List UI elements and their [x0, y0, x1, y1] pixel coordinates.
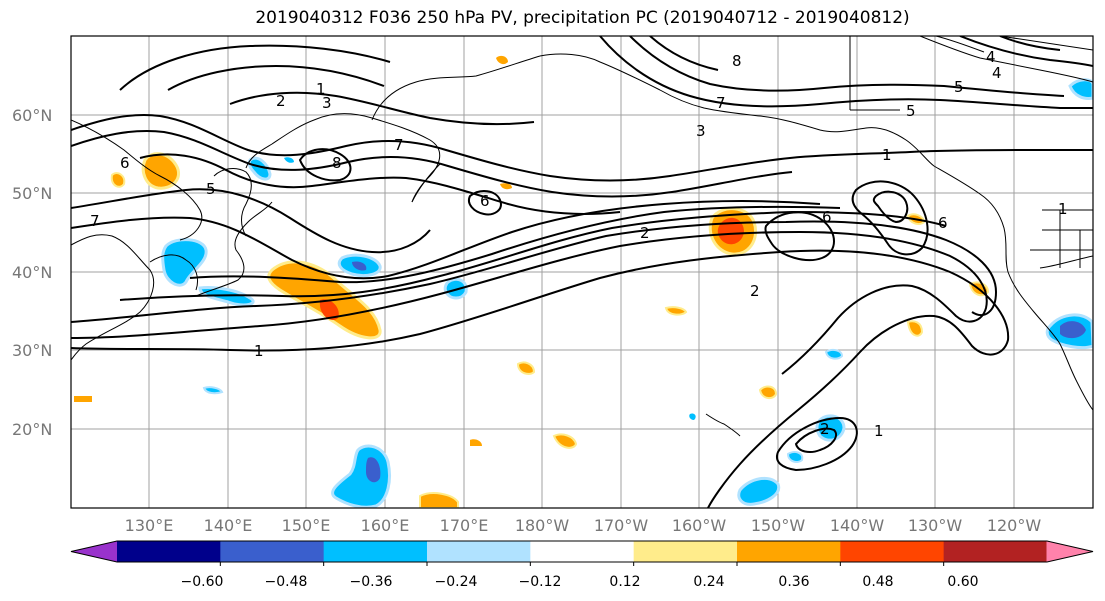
colorbar-segment — [943, 541, 1048, 562]
lon-label: 120°W — [987, 516, 1042, 535]
contour-label: 2 — [640, 224, 650, 242]
colorbar-segment — [323, 541, 428, 562]
lon-label: 150°E — [282, 516, 331, 535]
contour-label: 1 — [316, 80, 326, 98]
lon-label: 140°E — [204, 516, 253, 535]
colorbar-segment — [220, 541, 325, 562]
lon-label: 130°W — [908, 516, 963, 535]
colorbar-tick-label: 0.36 — [778, 574, 809, 590]
lat-label: 30°N — [12, 341, 52, 360]
lon-label: 160°W — [672, 516, 727, 535]
contour-label: 8 — [332, 154, 342, 172]
colorbar-outline — [70, 540, 1094, 563]
colorbar — [70, 540, 1094, 566]
contour-label: 5 — [206, 180, 216, 198]
longitude-labels: 130°E 140°E 150°E 160°E 170°E 180°W 170°… — [125, 516, 1042, 535]
lon-label: 160°E — [361, 516, 410, 535]
map-title: 2019040312 F036 250 hPa PV, precipitatio… — [255, 8, 910, 28]
contour-label: 1 — [254, 342, 264, 360]
contour-label: 2 — [276, 92, 286, 110]
colorbar-tick-label: 0.24 — [693, 574, 724, 590]
contour-label: 6 — [120, 154, 130, 172]
lon-label: 130°E — [125, 516, 174, 535]
contour-label: 7 — [394, 136, 404, 154]
contour-label: 3 — [322, 94, 332, 112]
contour-label: 1 — [1058, 200, 1068, 218]
contour-label: 7 — [716, 94, 726, 112]
contour-label: 6 — [938, 214, 948, 232]
colorbar-segment — [840, 541, 945, 562]
colorbar-labels: −0.60 −0.48 −0.36 −0.24 −0.12 0.12 0.24 … — [181, 574, 979, 590]
map-frame — [70, 35, 1094, 509]
lat-label: 20°N — [12, 420, 52, 439]
lon-label: 170°W — [594, 516, 649, 535]
contour-label: 8 — [732, 52, 742, 70]
contour-labels: 1 2 3 8 7 5 6 7 1 2 8 7 3 5 4 4 5 1 6 6 … — [90, 48, 1068, 440]
precip-shading — [74, 55, 1093, 508]
lon-label: 140°W — [830, 516, 885, 535]
colorbar-segment — [633, 541, 738, 562]
colorbar-tick-label: −0.24 — [435, 574, 478, 590]
contour-label: 6 — [822, 208, 832, 226]
colorbar-tick-label: 0.12 — [609, 574, 640, 590]
contour-label: 2 — [820, 420, 830, 438]
coastlines — [71, 36, 1093, 437]
colorbar-extend-low — [71, 541, 118, 562]
latitude-labels: 60°N 50°N 40°N 30°N 20°N — [12, 106, 52, 439]
colorbar-tick-label: −0.36 — [350, 574, 393, 590]
colorbar-segment — [117, 541, 221, 562]
pv-contours — [71, 36, 1093, 508]
colorbar-segment — [737, 541, 841, 562]
lon-label: 150°W — [751, 516, 806, 535]
contour-label: 1 — [882, 146, 892, 164]
contour-label: 5 — [906, 102, 916, 120]
colorbar-tick-label: −0.60 — [181, 574, 224, 590]
colorbar-tick-label: 0.60 — [947, 574, 978, 590]
contour-label: 2 — [750, 282, 760, 300]
colorbar-segment — [427, 541, 531, 562]
colorbar-extend-high — [1046, 541, 1093, 562]
colorbar-segment — [530, 541, 635, 562]
contour-label: 5 — [954, 78, 964, 96]
contour-label: 3 — [696, 122, 706, 140]
lat-label: 40°N — [12, 263, 52, 282]
lat-label: 60°N — [12, 106, 52, 125]
contour-label: 1 — [874, 422, 884, 440]
contour-label: 6 — [480, 192, 490, 210]
colorbar-tick-label: 0.48 — [862, 574, 893, 590]
contour-label: 7 — [90, 212, 100, 230]
contour-label: 4 — [992, 64, 1002, 82]
colorbar-tick-label: −0.48 — [265, 574, 308, 590]
contour-label: 4 — [986, 48, 996, 66]
lat-label: 50°N — [12, 184, 52, 203]
lon-label: 180°W — [515, 516, 570, 535]
lon-label: 170°E — [440, 516, 489, 535]
colorbar-tick-label: −0.12 — [519, 574, 562, 590]
